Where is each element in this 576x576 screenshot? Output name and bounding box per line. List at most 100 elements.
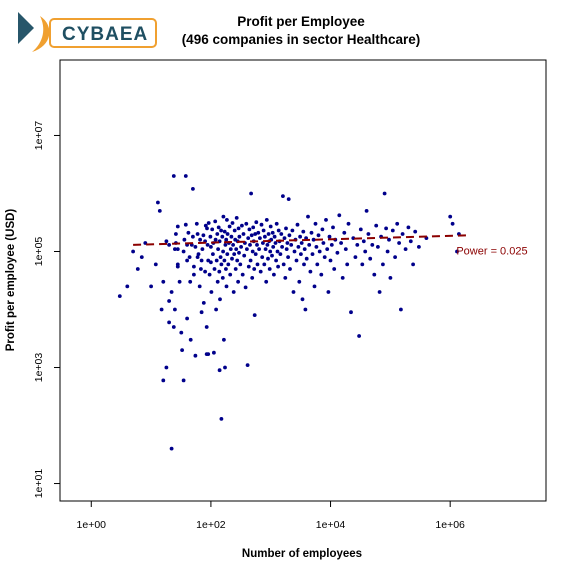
data-point bbox=[388, 276, 393, 280]
data-point bbox=[270, 230, 275, 235]
data-point bbox=[191, 234, 195, 239]
data-point bbox=[283, 276, 288, 280]
data-point bbox=[159, 307, 164, 312]
data-point bbox=[342, 230, 347, 235]
data-point bbox=[366, 232, 371, 236]
data-point bbox=[292, 249, 297, 254]
data-point bbox=[235, 258, 240, 263]
data-point bbox=[164, 365, 169, 370]
data-point bbox=[194, 221, 199, 226]
data-point bbox=[262, 262, 267, 267]
data-point bbox=[186, 230, 191, 235]
data-point bbox=[314, 245, 319, 249]
data-point bbox=[257, 247, 261, 252]
data-point bbox=[242, 253, 247, 258]
x-axis-title: Number of employees bbox=[242, 548, 362, 560]
data-point bbox=[284, 226, 288, 231]
data-point bbox=[229, 234, 234, 239]
data-point bbox=[214, 258, 219, 263]
data-point bbox=[302, 247, 307, 252]
data-point bbox=[317, 249, 322, 254]
data-point bbox=[376, 245, 380, 249]
data-point bbox=[183, 222, 188, 227]
data-point bbox=[228, 272, 233, 277]
data-point bbox=[264, 279, 269, 284]
data-point bbox=[411, 262, 415, 267]
data-point bbox=[240, 272, 245, 277]
data-point bbox=[195, 232, 200, 236]
data-point bbox=[232, 228, 237, 233]
data-point bbox=[406, 225, 411, 230]
data-point bbox=[403, 247, 408, 252]
data-point bbox=[270, 253, 274, 258]
logo-mark-arc bbox=[32, 16, 50, 52]
data-point bbox=[258, 236, 262, 241]
data-point bbox=[280, 245, 284, 249]
data-point bbox=[326, 290, 331, 294]
data-point bbox=[291, 290, 296, 294]
data-point bbox=[206, 221, 211, 225]
data-point bbox=[191, 187, 195, 191]
data-point bbox=[276, 228, 281, 233]
data-point bbox=[299, 241, 304, 245]
data-point bbox=[285, 241, 290, 245]
data-point bbox=[161, 378, 166, 383]
data-point bbox=[234, 216, 239, 220]
x-tick-label-3: 1e+06 bbox=[435, 519, 465, 531]
data-point bbox=[199, 258, 204, 263]
data-point bbox=[225, 232, 230, 236]
data-point bbox=[215, 232, 220, 236]
data-point bbox=[237, 250, 241, 255]
data-point bbox=[169, 446, 174, 451]
data-point bbox=[265, 243, 270, 247]
data-point bbox=[256, 230, 261, 235]
data-point bbox=[175, 224, 180, 229]
x-tick-label-1: 1e+02 bbox=[196, 519, 226, 531]
data-point bbox=[279, 232, 284, 236]
data-point bbox=[201, 301, 206, 305]
x-axis: 1e+00 1e+02 1e+04 1e+06 bbox=[77, 500, 465, 531]
data-point bbox=[220, 276, 225, 280]
data-point bbox=[245, 247, 249, 252]
data-point bbox=[167, 299, 172, 303]
data-point bbox=[345, 262, 350, 267]
data-point bbox=[393, 255, 397, 259]
data-point bbox=[196, 252, 201, 256]
data-point bbox=[332, 267, 337, 271]
data-point bbox=[288, 267, 292, 271]
data-point bbox=[117, 294, 122, 298]
data-point bbox=[281, 194, 285, 199]
data-point bbox=[255, 262, 260, 267]
data-point bbox=[343, 247, 348, 252]
data-point bbox=[290, 228, 295, 233]
data-point bbox=[183, 174, 188, 178]
data-point bbox=[245, 363, 250, 367]
data-point bbox=[209, 260, 213, 265]
data-point bbox=[282, 236, 287, 241]
data-point bbox=[213, 237, 218, 242]
data-point bbox=[175, 262, 180, 267]
data-point bbox=[175, 247, 180, 252]
y-axis-title: Profit per employee (USD) bbox=[5, 209, 17, 352]
data-point bbox=[185, 258, 190, 263]
data-point bbox=[236, 279, 241, 284]
data-point bbox=[322, 255, 327, 259]
data-point bbox=[328, 258, 333, 263]
data-point bbox=[382, 191, 387, 196]
data-point bbox=[258, 269, 263, 274]
data-point bbox=[218, 297, 222, 302]
data-point bbox=[181, 249, 186, 254]
data-point bbox=[370, 243, 375, 247]
data-point bbox=[272, 272, 276, 277]
trend-annotation: Power = 0.025 bbox=[456, 245, 527, 257]
data-point bbox=[284, 247, 289, 252]
data-point bbox=[225, 252, 230, 256]
data-point bbox=[212, 267, 217, 271]
data-point bbox=[346, 221, 351, 226]
data-point bbox=[335, 250, 340, 255]
data-point bbox=[381, 262, 385, 267]
data-point bbox=[173, 247, 177, 252]
data-point bbox=[274, 221, 279, 226]
data-point bbox=[374, 223, 379, 228]
data-point bbox=[199, 267, 203, 271]
